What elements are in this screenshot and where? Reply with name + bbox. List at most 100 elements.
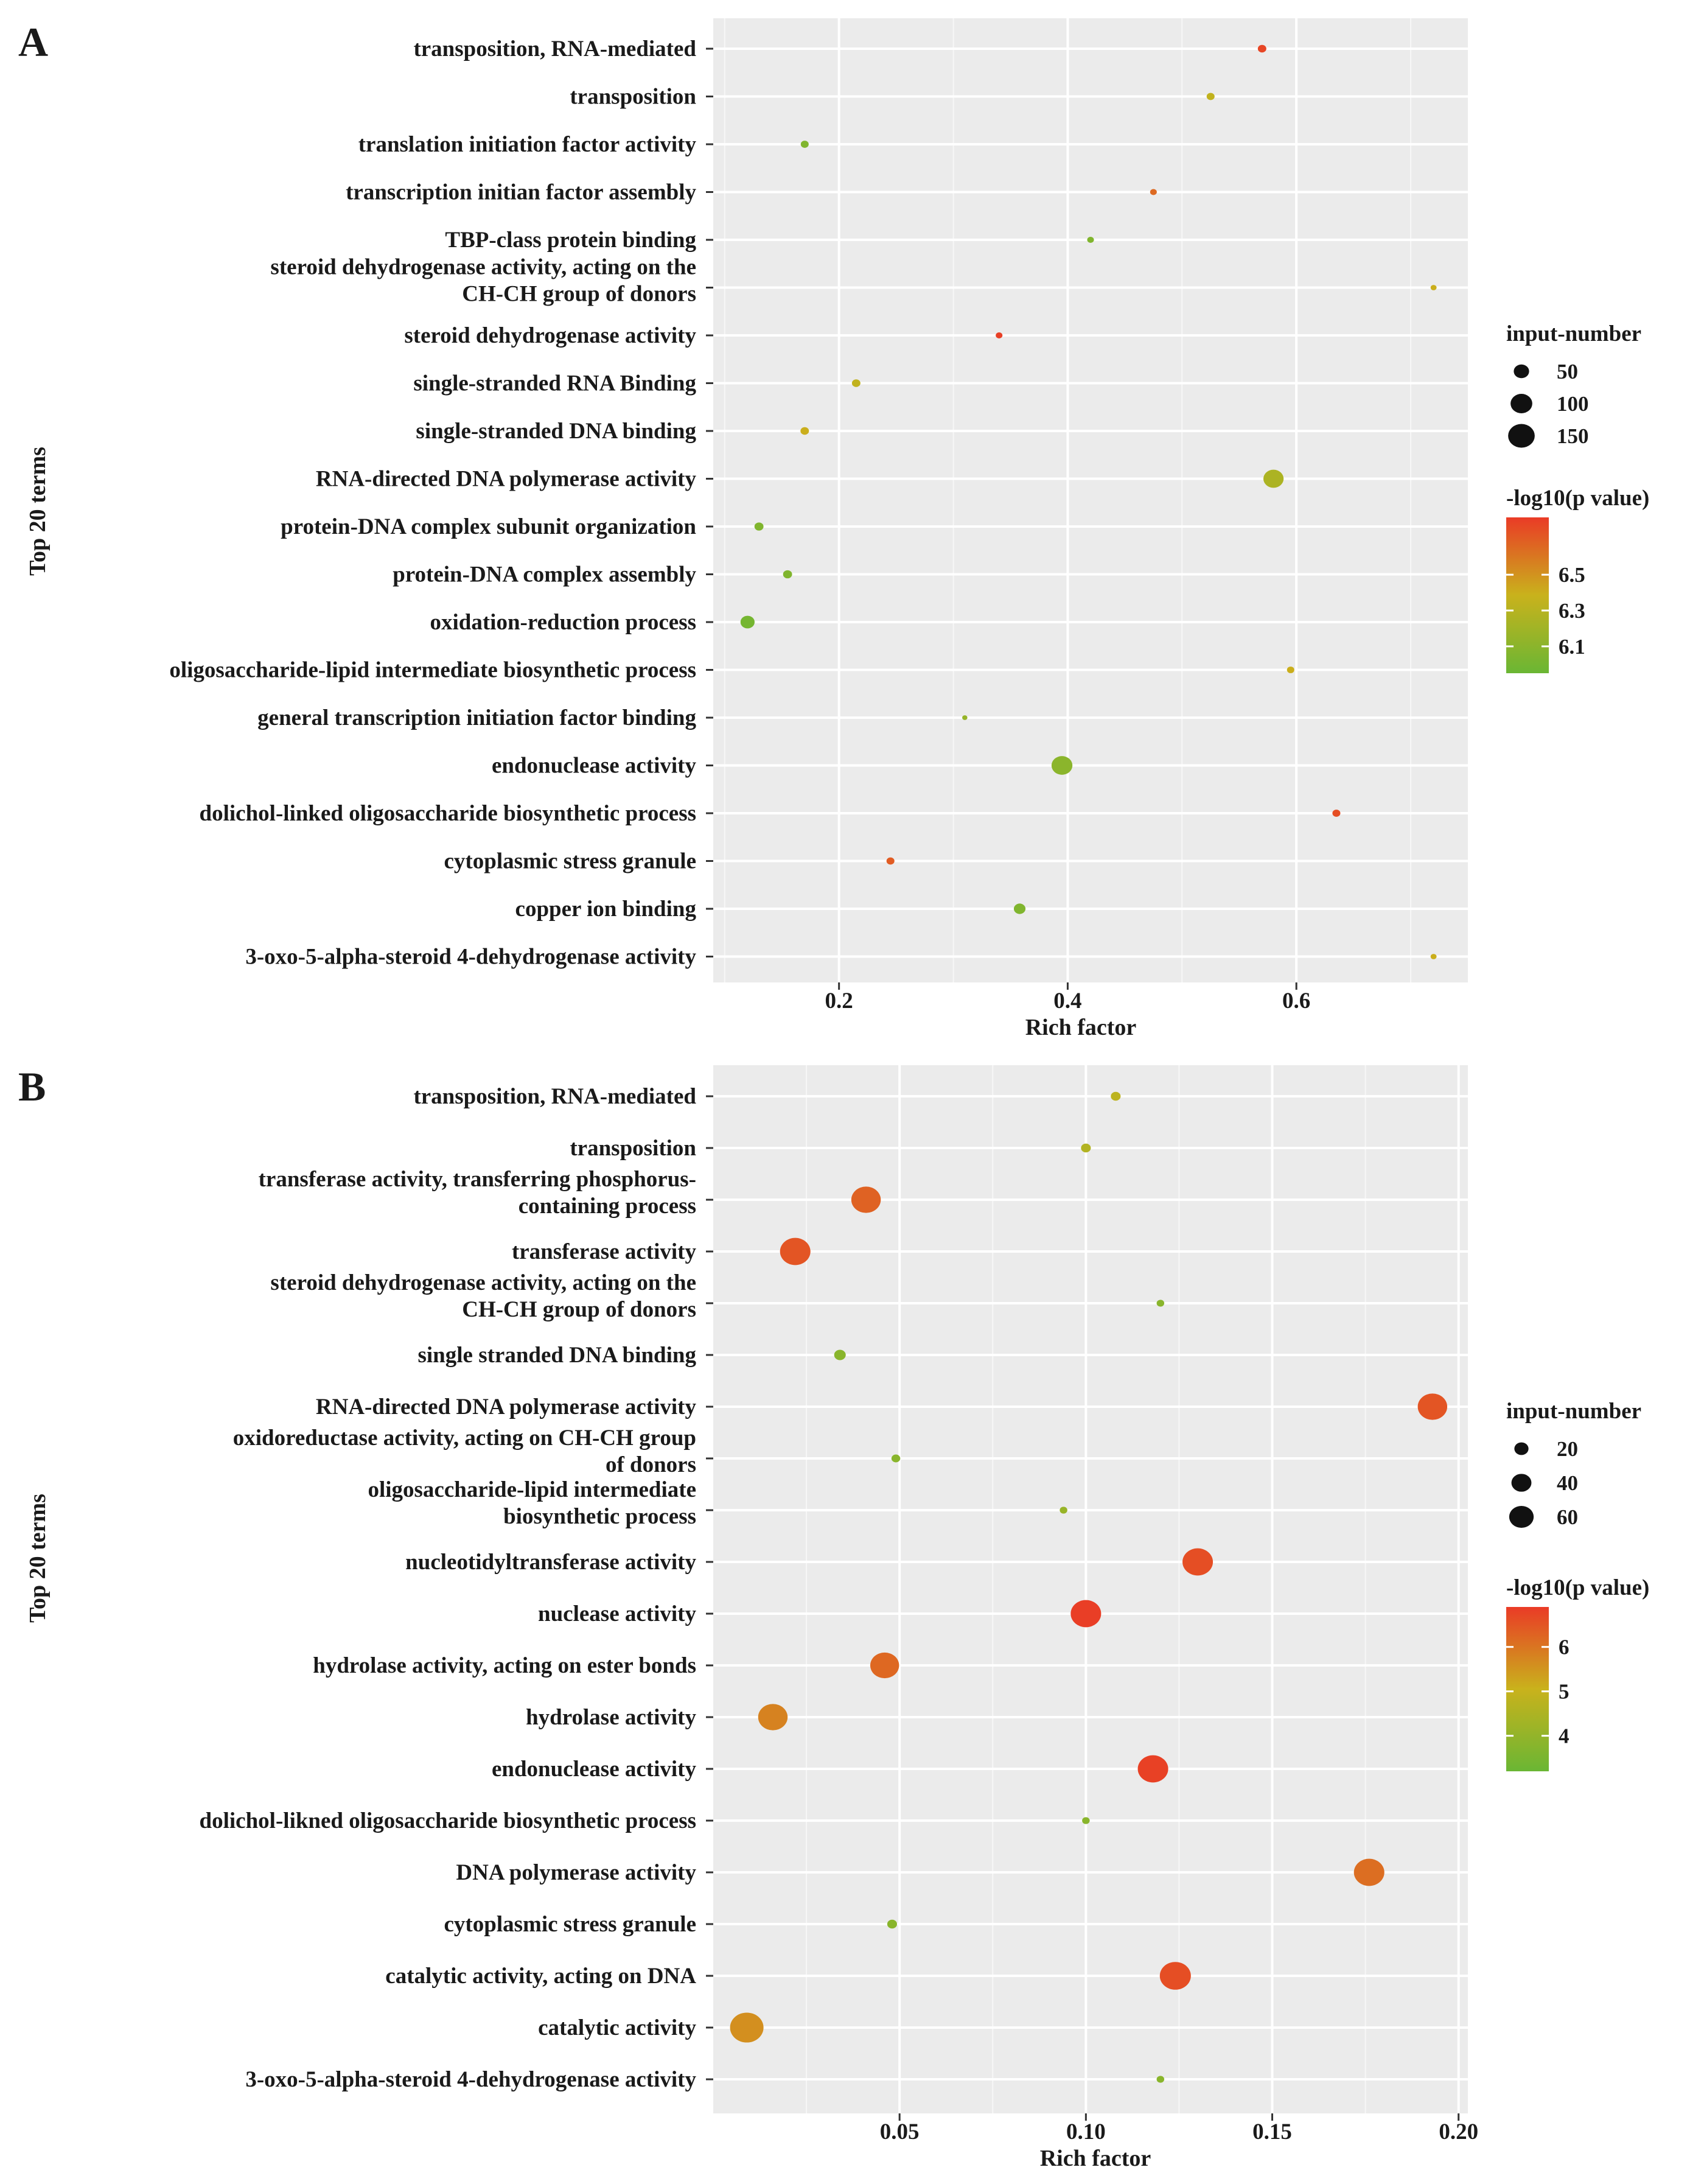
size-legend-dot [1514, 1442, 1529, 1455]
term-point [1257, 44, 1266, 53]
color-scale-bar [1506, 1607, 1549, 1771]
panel-b-letter: B [18, 1063, 46, 1110]
term-label: single stranded DNA binding [418, 1343, 697, 1368]
x-tick-label: 0.20 [1439, 2119, 1478, 2144]
panel-a: A transposition, RNA-mediated transpositi… [18, 18, 1649, 1040]
term-label: biosynthetic process [503, 1504, 696, 1529]
panel-a-y-axis-title: Top 20 terms [25, 447, 51, 576]
size-legend-dot [1509, 1506, 1534, 1528]
term-label: hydrolase activity [526, 1705, 696, 1730]
term-label: oxidoreductase activity, acting on CH-CH… [233, 1426, 696, 1451]
panel-a-x-axis-title: Rich factor [1025, 1015, 1137, 1040]
term-label: single-stranded DNA binding [416, 419, 696, 444]
size-legend-label: 100 [1557, 392, 1589, 416]
size-legend-label: 50 [1557, 360, 1578, 383]
size-legend-label: 150 [1557, 424, 1589, 448]
panel-a-color-legend-title: -log10(p value) [1506, 486, 1649, 511]
size-legend-dot [1514, 364, 1529, 379]
term-label: oligosaccharide-lipid intermediate biosy… [169, 658, 696, 683]
term-label: transposition [570, 85, 696, 110]
size-legend-label: 40 [1557, 1471, 1578, 1495]
term-label: catalytic activity [538, 2015, 696, 2040]
panel-b: B transposition, RNA-mediated transpositi… [18, 1063, 1649, 2171]
color-scale-label: 6.5 [1559, 563, 1585, 587]
term-label: endonuclease activity [492, 1757, 697, 1782]
size-legend-dot [1511, 1474, 1532, 1492]
color-scale-label: 6.3 [1559, 599, 1585, 623]
term-label: protein-DNA complex assembly [393, 562, 696, 587]
term-label: transferase activity, transferring phosp… [259, 1167, 696, 1192]
x-tick-label: 0.15 [1252, 2119, 1292, 2144]
term-label: RNA-directed DNA polymerase activity [316, 1395, 697, 1419]
term-point [1430, 285, 1437, 290]
color-scale-label: 4 [1559, 1724, 1570, 1748]
x-tick-label: 0.05 [880, 2119, 920, 2144]
term-point [1353, 1858, 1384, 1886]
term-label: cytoplasmic stress granule [444, 1912, 697, 1937]
size-legend-label: 60 [1557, 1505, 1578, 1529]
term-point [800, 141, 809, 148]
term-point [1182, 1548, 1213, 1576]
x-tick-label: 0.2 [825, 989, 853, 1013]
panel-b-size-legend-title: input-number [1506, 1399, 1641, 1424]
color-scale-label: 5 [1559, 1680, 1570, 1704]
term-label: 3-oxo-5-alpha-steroid 4-dehydrogenase ac… [245, 2067, 696, 2092]
term-label: CH-CH group of donors [462, 282, 696, 307]
term-label: RNA-directed DNA polymerase activity [316, 467, 697, 492]
panel-b-y-axis-title: Top 20 terms [25, 1494, 51, 1623]
term-label: transposition [570, 1136, 696, 1161]
term-label: endonuclease activity [492, 754, 697, 779]
term-point [887, 1919, 898, 1929]
term-point [754, 522, 764, 531]
x-tick-label: 0.4 [1053, 989, 1081, 1013]
term-point [1137, 1755, 1168, 1783]
term-label: DNA polymerase activity [456, 1860, 696, 1885]
panel-a-letter: A [18, 19, 48, 65]
term-label: dolichol-linked oligosaccharide biosynth… [200, 801, 696, 826]
term-label: oligosaccharide-lipid intermediate [368, 1477, 696, 1502]
term-point [1060, 1507, 1067, 1514]
term-point [962, 715, 968, 720]
panel-b-plot-background [713, 1065, 1468, 2113]
term-label: catalytic activity, acting on DNA [385, 1964, 696, 1989]
term-label: TBP-class protein binding [445, 228, 696, 253]
color-scale-bar [1506, 517, 1549, 673]
term-label: copper ion binding [515, 897, 697, 922]
color-scale-label: 6 [1559, 1636, 1570, 1659]
term-point [996, 332, 1003, 338]
x-tick-label: 0.10 [1066, 2119, 1106, 2144]
term-label: translation initiation factor activity [358, 132, 697, 157]
panel-b-color-legend-title: -log10(p value) [1506, 1575, 1649, 1600]
term-label: cytoplasmic stress granule [444, 849, 697, 874]
term-point [1156, 2076, 1165, 2083]
term-label: transcription initian factor assembly [346, 180, 696, 205]
term-label: steroid dehydrogenase activity [404, 323, 696, 348]
size-legend-dot [1508, 424, 1535, 448]
term-label: nuclease activity [538, 1601, 696, 1626]
panel-a-size-legend-title: input-number [1506, 321, 1641, 346]
term-point [1159, 1962, 1191, 1990]
term-label: transferase activity [512, 1239, 697, 1264]
term-point [886, 857, 895, 865]
term-point [1206, 93, 1215, 100]
term-point [780, 1237, 811, 1265]
term-point [1287, 667, 1294, 673]
term-label: dolichol-likned oligosaccharide biosynth… [200, 1808, 696, 1833]
term-point [1087, 237, 1094, 243]
term-point [758, 1704, 788, 1731]
term-point [1417, 1393, 1448, 1420]
term-point [834, 1349, 846, 1360]
term-label: of donors [606, 1452, 696, 1477]
term-point [851, 1186, 881, 1213]
panel-b-x-axis-title: Rich factor [1040, 2146, 1151, 2171]
term-point [1150, 189, 1157, 195]
term-point [1070, 1600, 1102, 1628]
term-label: transposition, RNA-mediated [413, 1084, 696, 1109]
term-label: 3-oxo-5-alpha-steroid 4-dehydrogenase ac… [245, 945, 696, 970]
term-point [1051, 756, 1073, 775]
term-point [1332, 810, 1341, 817]
term-label: steroid dehydrogenase activity, acting o… [270, 255, 696, 280]
term-point [851, 379, 861, 387]
term-label: hydrolase activity, acting on ester bond… [313, 1653, 696, 1678]
